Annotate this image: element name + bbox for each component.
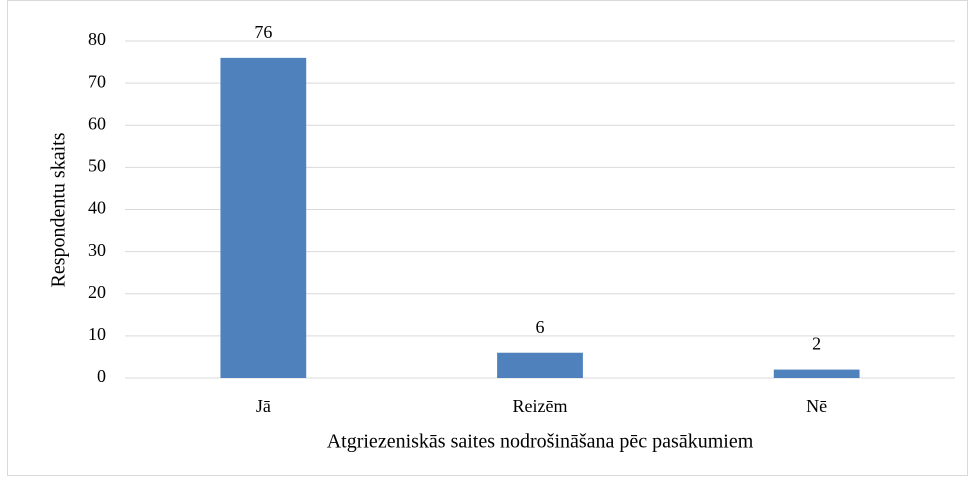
x-tick-label: Nē bbox=[806, 396, 827, 416]
y-tick-label: 20 bbox=[88, 282, 106, 302]
y-tick-label: 60 bbox=[88, 113, 106, 133]
y-tick-label: 50 bbox=[88, 156, 106, 176]
data-label: 76 bbox=[254, 22, 272, 42]
bar bbox=[773, 369, 860, 378]
x-tick-label: Reizēm bbox=[513, 396, 568, 416]
y-tick-label: 0 bbox=[97, 366, 106, 386]
bar bbox=[497, 352, 583, 378]
y-tick-label: 30 bbox=[88, 240, 106, 260]
bar bbox=[220, 57, 307, 378]
y-tick-label: 70 bbox=[88, 71, 106, 91]
x-axis-title: Atgriezeniskās saites nodrošināšana pēc … bbox=[327, 431, 754, 453]
data-label: 2 bbox=[812, 334, 821, 354]
y-tick-label: 80 bbox=[88, 29, 106, 49]
x-tick-label: Jā bbox=[256, 396, 271, 416]
y-tick-label: 10 bbox=[88, 324, 106, 344]
y-axis-title: Respondentu skaits bbox=[48, 132, 70, 287]
chart-frame bbox=[7, 0, 968, 476]
y-tick-label: 40 bbox=[88, 198, 106, 218]
data-label: 6 bbox=[536, 317, 545, 337]
